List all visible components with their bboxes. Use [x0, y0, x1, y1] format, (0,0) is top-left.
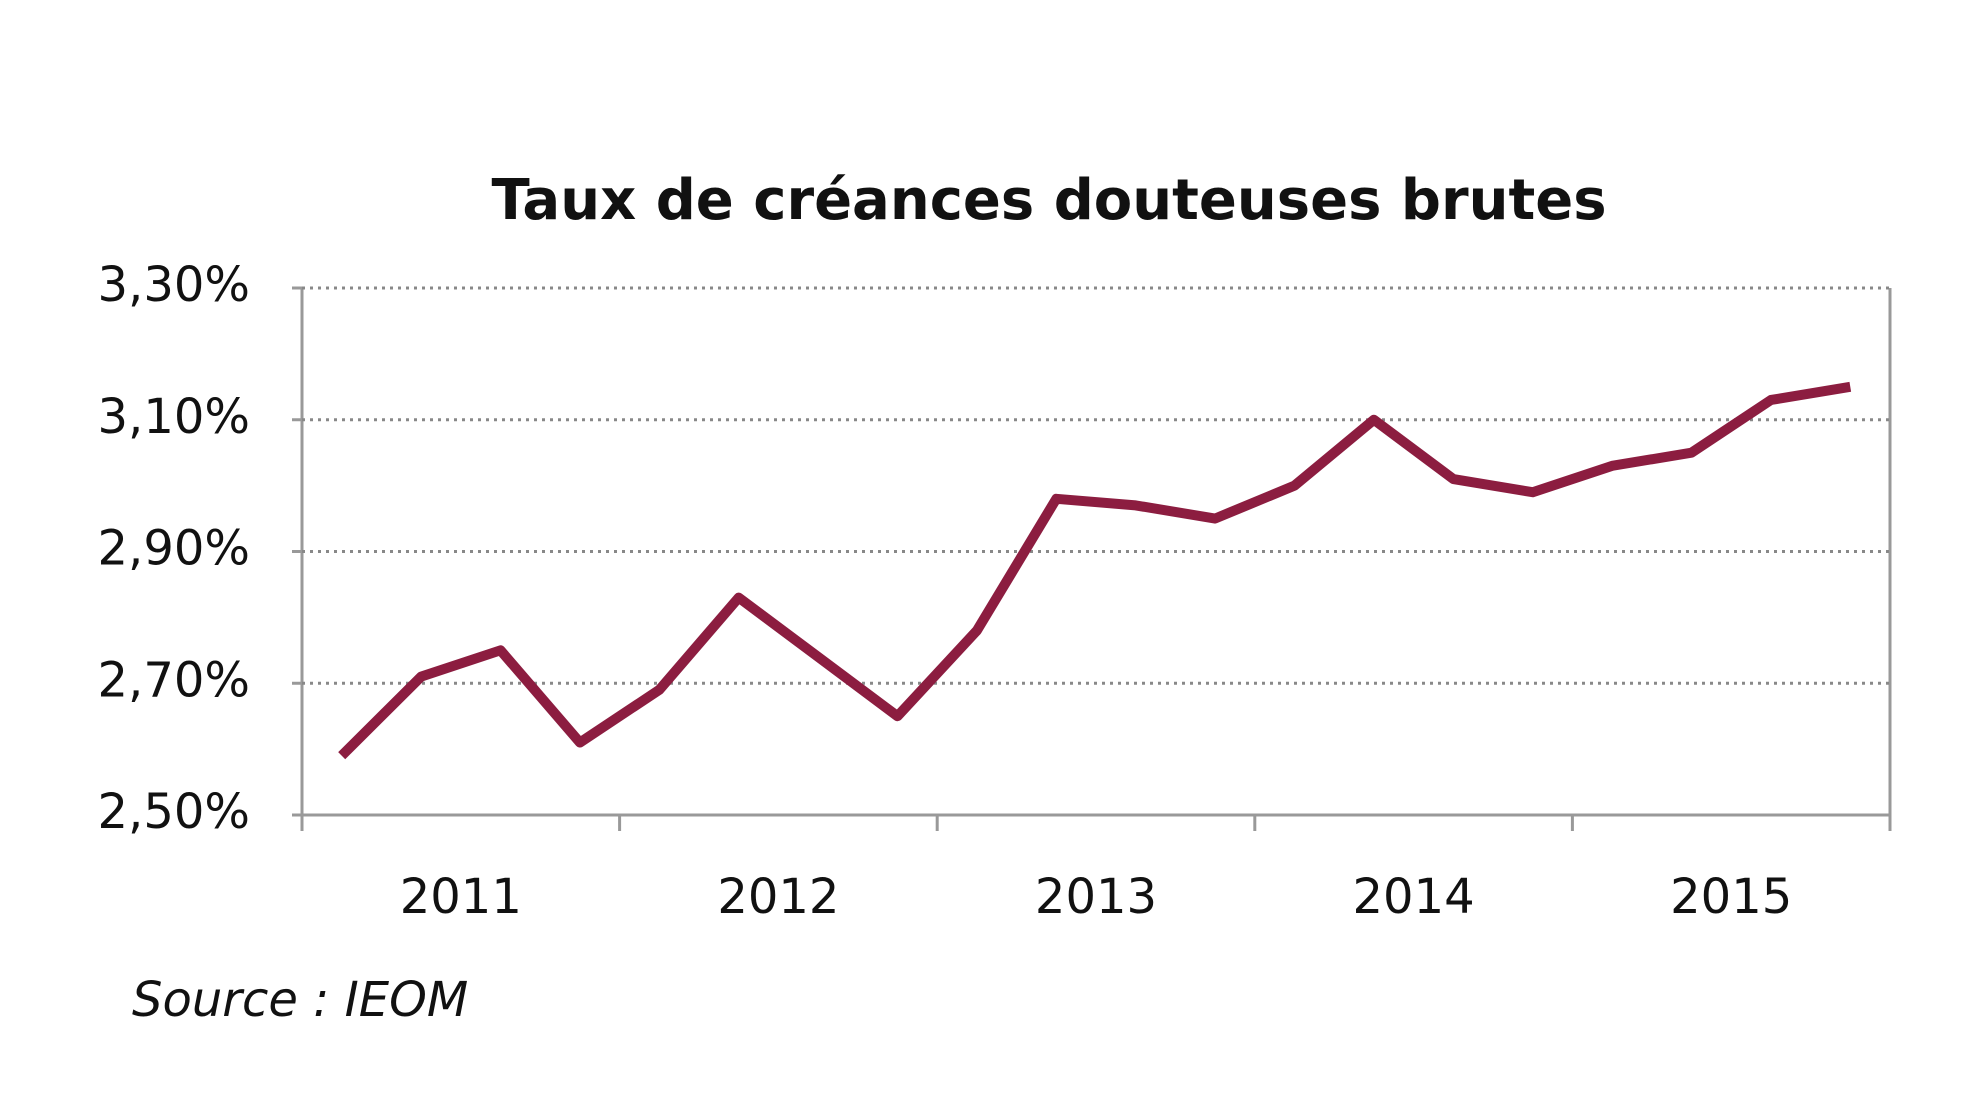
- x-tick-label: 2013: [1035, 869, 1157, 925]
- chart-title: Taux de créances douteuses brutes: [491, 168, 1606, 233]
- x-tick-label: 2011: [400, 869, 522, 925]
- y-tick-label: 3,10%: [98, 389, 250, 445]
- data-line: [338, 381, 1852, 760]
- y-tick-label: 3,30%: [98, 257, 250, 313]
- y-tick-label: 2,90%: [98, 521, 250, 577]
- y-tick-label: 2,50%: [98, 784, 250, 840]
- x-tick-label: 2015: [1670, 869, 1792, 925]
- x-tick-label: 2012: [717, 869, 839, 925]
- y-tick-label: 2,70%: [98, 652, 250, 708]
- x-tick-label: 2014: [1353, 869, 1475, 925]
- source-note: Source : IEOM: [132, 972, 468, 1028]
